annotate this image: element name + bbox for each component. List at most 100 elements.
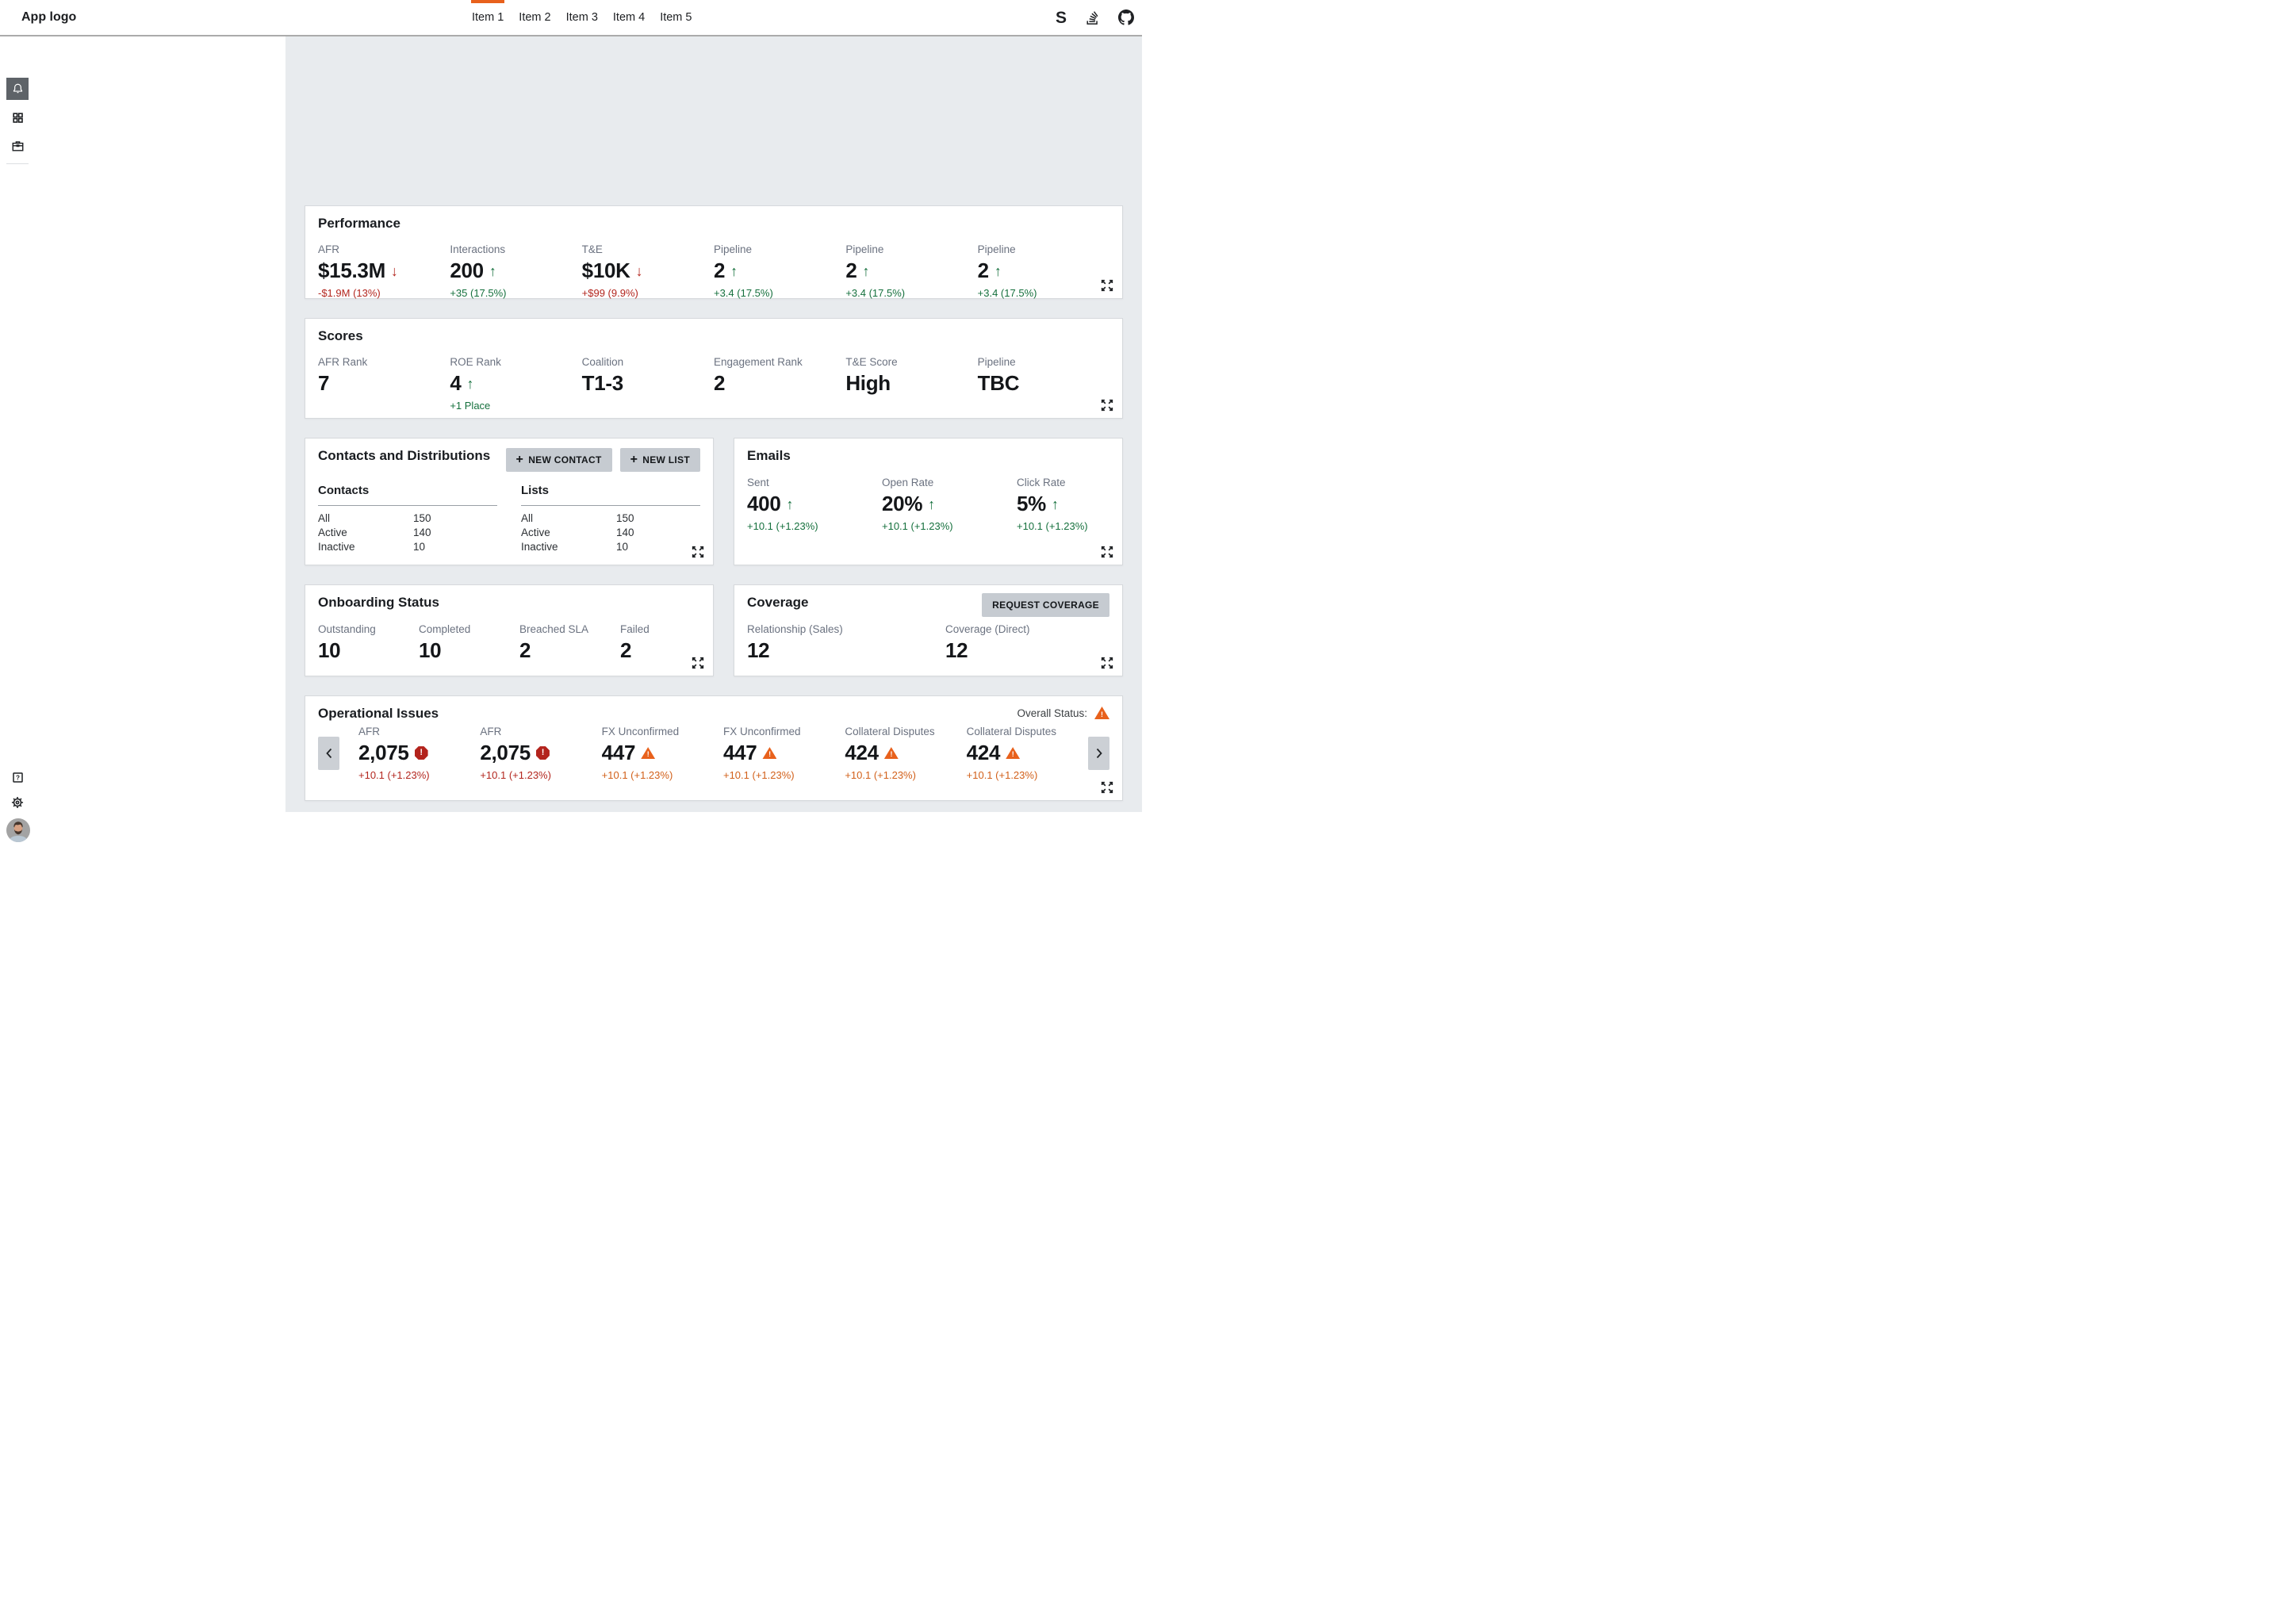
table-row: Inactive 10 [318,540,497,554]
user-avatar[interactable] [6,818,30,842]
metric-label: Relationship (Sales) [747,623,843,635]
metric-afr-issues-2: AFR 2,075 +10.1 (+1.23%) [480,726,601,781]
row-label: Inactive [318,541,355,553]
new-list-button[interactable]: NEW LIST [619,448,700,472]
notifications-bell-icon[interactable] [6,78,29,100]
row-value: 140 [616,527,634,538]
main-nav: Item 1 Item 2 Item 3 Item 4 Item 5 [471,0,692,35]
row-label: Inactive [521,541,558,553]
bell-icon [13,83,22,93]
metric-collateral-disputes-2: Collateral Disputes 424 +10.1 (+1.23%) [967,726,1088,781]
rail-divider [6,163,29,164]
nav-item-label: Item 2 [519,11,551,24]
card-title: Scores [318,328,363,343]
nav-item-2[interactable]: Item 2 [518,0,551,35]
metric-open-rate: Open Rate 20% ↑ +10.1 (+1.23%) [882,477,1017,532]
metric-label: Collateral Disputes [845,726,935,737]
performance-metrics: AFR $15.3M ↓ -$1.9M (13%) Interactions 20… [318,243,1109,299]
metric-tande-score: T&E Score High [845,356,977,412]
chevron-right-icon [1096,749,1102,759]
question-mark-icon: ? [12,772,23,783]
metric-value: 2,075 [358,741,409,764]
expand-button[interactable] [1100,545,1114,559]
metric-value: 2 [620,638,632,662]
metric-change: +3.4 (17.5%) [977,287,1037,300]
metric-label: Engagement Rank [713,356,803,368]
help-icon[interactable]: ? [6,766,29,788]
metric-value: $15.3M [318,259,385,282]
icon-rail: ? [0,36,35,842]
metric-fx-unconfirmed-1: FX Unconfirmed 447 +10.1 (+1.23%) [602,726,723,781]
card-title: Performance [318,216,400,231]
metric-label: Coverage (Direct) [945,623,1030,635]
metric-value: T1-3 [581,371,624,395]
expand-button[interactable] [691,545,705,559]
s-logo-icon[interactable]: S [1055,8,1067,27]
header-icon-group: S [1056,0,1134,35]
row-value: 10 [413,541,426,553]
metric-label: Completed [419,623,471,635]
metric-value: 2 [845,259,857,282]
nav-item-1[interactable]: Item 1 [471,0,505,35]
briefcase-nav-icon[interactable] [6,135,29,157]
nav-item-3[interactable]: Item 3 [565,0,599,35]
row-value: 140 [413,527,431,538]
metric-coverage-direct: Coverage (Direct) 12 [945,623,1109,661]
nav-item-5[interactable]: Item 5 [659,0,692,35]
metric-engagement-rank: Engagement Rank 2 [714,356,845,412]
metric-change: -$1.9M (13%) [318,287,381,300]
expand-button[interactable] [1100,398,1114,412]
github-icon[interactable] [1118,10,1134,25]
expand-button[interactable] [1100,780,1114,795]
trend-up-icon: ↑ [862,262,870,279]
expand-icon [1101,279,1113,292]
row-value: 150 [413,512,431,524]
metric-value: 424 [845,741,879,764]
metric-change: +10.1 (+1.23%) [882,520,953,533]
nav-item-4[interactable]: Item 4 [612,0,646,35]
new-contact-button[interactable]: NEW CONTACT [505,448,612,472]
apps-grid-icon[interactable] [6,106,29,128]
metric-change: +10.1 (+1.23%) [845,769,916,782]
metric-label: Breached SLA [519,623,589,635]
metric-label: AFR [318,243,339,255]
metric-label: Pipeline [713,243,753,255]
metric-label: Open Rate [882,477,934,488]
nav-item-label: Item 4 [612,11,646,24]
trend-up-icon: ↑ [730,262,738,279]
warning-triangle-icon [1094,707,1109,719]
plus-icon [630,456,638,464]
trend-down-icon: ↓ [390,262,398,279]
metric-change: +10.1 (+1.23%) [966,769,1038,782]
metric-change: +$99 (9.9%) [581,287,638,300]
metric-roe-rank: ROE Rank 4 ↑ +1 Place [450,356,581,412]
request-coverage-button[interactable]: REQUEST COVERAGE [982,593,1109,617]
metric-value: 424 [966,741,1001,764]
metric-value: 400 [747,492,781,515]
metric-value: High [845,371,891,395]
onboarding-metrics: Outstanding 10 Completed 10 Breached SLA… [318,623,700,661]
expand-icon [1101,399,1113,412]
expand-icon [1101,657,1113,669]
nav-item-label: Item 1 [472,11,504,24]
metric-label: Coalition [581,356,624,368]
carousel-prev-button[interactable] [318,737,339,771]
trend-up-icon: ↑ [489,262,496,279]
stack-overflow-icon[interactable] [1086,10,1098,25]
metric-fx-unconfirmed-2: FX Unconfirmed 447 +10.1 (+1.23%) [723,726,845,781]
table-row: All 150 [521,511,700,526]
expand-button[interactable] [1100,656,1114,670]
expand-button[interactable] [1100,278,1114,293]
settings-gear-icon[interactable] [6,791,29,814]
metric-label: Pipeline [977,356,1016,368]
row-label: All [521,512,534,524]
error-octagon-icon [414,746,428,760]
metric-value: 4 [450,371,462,395]
button-label: NEW CONTACT [528,454,602,465]
metric-pipeline-2: Pipeline 2 ↑ +3.4 (17.5%) [845,243,977,299]
metric-value: 2 [977,259,989,282]
metric-label: Sent [747,477,769,488]
carousel-next-button[interactable] [1088,737,1109,771]
expand-button[interactable] [691,656,705,670]
card-title: Onboarding Status [318,595,439,610]
